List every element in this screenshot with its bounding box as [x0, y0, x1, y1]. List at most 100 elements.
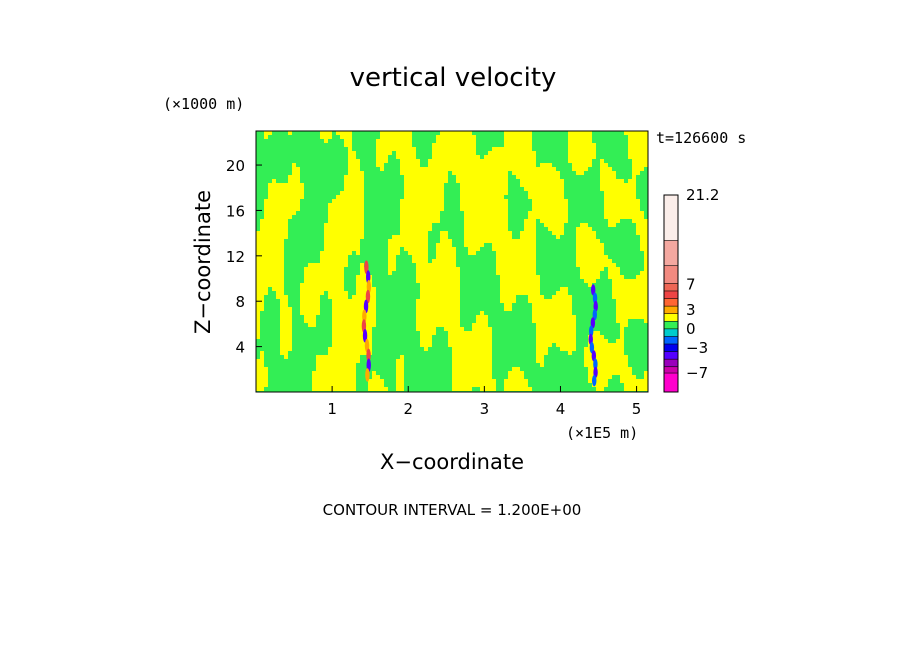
field-cell: [272, 283, 276, 287]
field-cell: [436, 243, 440, 247]
field-cell: [460, 195, 464, 199]
field-cell: [528, 211, 532, 215]
field-cell: [468, 367, 472, 371]
field-cell: [416, 319, 420, 323]
field-cell: [544, 219, 548, 223]
field-cell: [616, 307, 620, 311]
field-cell: [532, 283, 536, 287]
field-cell: [620, 183, 624, 187]
field-cell: [608, 351, 612, 355]
field-cell: [552, 299, 556, 303]
field-cell: [256, 315, 260, 319]
field-cell: [368, 343, 372, 347]
field-cell: [352, 227, 356, 231]
field-cell: [448, 259, 452, 263]
field-cell: [520, 371, 524, 375]
field-cell: [472, 163, 476, 167]
field-cell: [440, 143, 444, 147]
field-cell: [336, 327, 340, 331]
field-cell: [268, 227, 272, 231]
field-cell: [256, 255, 260, 259]
field-cell: [268, 219, 272, 223]
field-cell: [428, 319, 432, 323]
field-cell: [364, 351, 368, 355]
field-cell: [600, 251, 604, 255]
field-cell: [428, 215, 432, 219]
field-cell: [348, 175, 352, 179]
field-cell: [424, 175, 428, 179]
field-cell: [628, 215, 632, 219]
field-cell: [588, 355, 592, 359]
field-cell: [312, 371, 316, 375]
field-cell: [568, 335, 572, 339]
field-cell: [344, 247, 348, 251]
field-cell: [304, 275, 308, 279]
field-cell: [568, 311, 572, 315]
field-cell: [564, 339, 568, 343]
field-cell: [312, 375, 316, 379]
field-cell: [416, 267, 420, 271]
field-cell: [436, 319, 440, 323]
field-cell: [564, 207, 568, 211]
field-cell: [448, 167, 452, 171]
field-cell: [628, 291, 632, 295]
field-cell: [488, 155, 492, 159]
field-cell: [340, 131, 344, 135]
field-cell: [624, 375, 628, 379]
field-cell: [448, 295, 452, 299]
field-cell: [356, 219, 360, 223]
field-cell: [508, 231, 512, 235]
field-cell: [356, 207, 360, 211]
field-cell: [588, 271, 592, 275]
field-cell: [336, 267, 340, 271]
field-cell: [640, 295, 644, 299]
field-cell: [412, 159, 416, 163]
field-cell: [344, 255, 348, 259]
field-cell: [408, 167, 412, 171]
field-cell: [368, 335, 372, 339]
field-cell: [616, 183, 620, 187]
field-cell: [276, 271, 280, 275]
field-cell: [260, 359, 264, 363]
field-cell: [588, 255, 592, 259]
field-cell: [412, 199, 416, 203]
anomaly-blob: [593, 358, 598, 370]
field-cell: [560, 335, 564, 339]
field-cell: [528, 135, 532, 139]
field-cell: [580, 155, 584, 159]
field-cell: [512, 379, 516, 383]
field-cell: [440, 239, 444, 243]
field-cell: [448, 323, 452, 327]
field-cell: [484, 171, 488, 175]
field-cell: [560, 299, 564, 303]
field-cell: [468, 191, 472, 195]
field-cell: [644, 259, 648, 263]
time-label: t=126600 s: [656, 129, 746, 147]
field-cell: [424, 227, 428, 231]
field-cell: [356, 319, 360, 323]
field-cell: [508, 271, 512, 275]
field-cell: [360, 315, 364, 319]
field-cell: [576, 147, 580, 151]
field-cell: [600, 363, 604, 367]
field-cell: [332, 255, 336, 259]
field-cell: [624, 363, 628, 367]
field-cell: [556, 199, 560, 203]
field-cell: [444, 151, 448, 155]
field-cell: [616, 219, 620, 223]
field-cell: [540, 187, 544, 191]
field-cell: [520, 251, 524, 255]
field-cell: [536, 291, 540, 295]
field-cell: [316, 387, 320, 391]
field-cell: [404, 131, 408, 135]
field-cell: [412, 147, 416, 151]
field-cell: [596, 243, 600, 247]
field-cell: [360, 351, 364, 355]
field-cell: [476, 327, 480, 331]
field-cell: [472, 159, 476, 163]
field-cell: [400, 139, 404, 143]
field-cell: [292, 175, 296, 179]
field-cell: [256, 359, 260, 363]
field-cell: [640, 315, 644, 319]
field-cell: [312, 271, 316, 275]
